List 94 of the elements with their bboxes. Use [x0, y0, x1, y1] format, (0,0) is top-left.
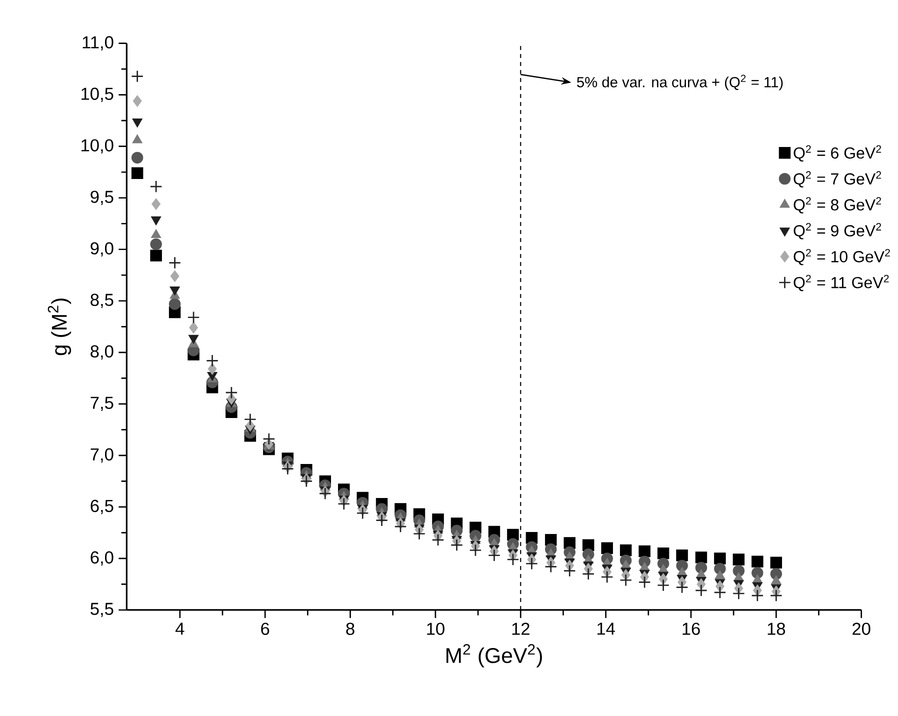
point — [770, 556, 782, 568]
point — [281, 462, 294, 476]
x-tick-label: 16 — [682, 622, 700, 635]
y-tick-label: 7,0 — [90, 448, 114, 463]
point — [714, 552, 726, 564]
legend-label: Q$^{2}$ = 11 GeV$^{2}$ — [794, 274, 889, 292]
point — [714, 570, 726, 580]
point — [694, 584, 708, 597]
legend-label: Q$^{2}$ = 10 GeV$^{2}$ — [794, 248, 890, 266]
point — [356, 506, 369, 520]
point — [132, 95, 142, 107]
point — [150, 250, 162, 262]
point — [488, 549, 500, 562]
point — [770, 589, 782, 602]
y-tick-label: 6,5 — [90, 500, 114, 514]
point — [771, 575, 782, 584]
point — [412, 527, 426, 540]
point — [732, 554, 745, 566]
point — [187, 311, 200, 324]
annotation: 5% de var. na curva + (Q$^{2}$ = 11) — [576, 74, 783, 90]
point — [168, 256, 182, 270]
point — [544, 560, 558, 573]
point — [676, 550, 688, 562]
point — [751, 589, 764, 602]
point — [170, 286, 180, 296]
point — [338, 498, 350, 510]
point — [206, 354, 219, 367]
legend-label: Q$^{2}$ = 8 GeV$^{2}$ — [794, 197, 882, 214]
y-tick-label: 9,0 — [90, 242, 114, 257]
y-tick-label: 7,5 — [90, 396, 114, 411]
point — [620, 574, 632, 586]
point — [525, 557, 538, 570]
point — [376, 514, 388, 527]
point — [150, 180, 162, 193]
point — [657, 578, 670, 592]
point — [131, 152, 144, 164]
point — [432, 534, 444, 546]
point — [131, 167, 144, 180]
x-tick-label: 18 — [768, 622, 786, 635]
point — [506, 553, 520, 566]
y-tick-label: 6,0 — [90, 551, 114, 566]
point — [695, 552, 708, 564]
y-axis-title: g (M$^{2}$) — [48, 298, 72, 356]
point — [132, 134, 142, 144]
point — [714, 586, 726, 599]
point — [601, 542, 613, 554]
point — [638, 545, 650, 558]
x-tick-label: 8 — [346, 622, 354, 635]
y-tick-label: 9,5 — [90, 190, 114, 206]
legend-label: Q$^{2}$ = 6 GeV$^{2}$ — [794, 145, 882, 162]
point — [189, 322, 198, 334]
point — [620, 544, 632, 556]
point — [226, 392, 236, 405]
point — [638, 576, 651, 588]
point — [208, 363, 217, 375]
point — [150, 238, 162, 250]
point — [752, 556, 764, 568]
point — [168, 298, 181, 310]
point — [394, 520, 407, 533]
x-tick-label: 10 — [427, 622, 444, 635]
x-tick-label: 12 — [512, 622, 530, 635]
x-tick-label: 20 — [852, 622, 870, 635]
x-axis-title: M$^{2}$ (GeV$^{2}$) — [446, 644, 542, 668]
point — [225, 386, 238, 399]
point — [150, 216, 162, 226]
y-tick-label: 10,0 — [82, 139, 114, 154]
point — [600, 570, 614, 584]
point — [715, 580, 724, 592]
point — [132, 118, 142, 128]
point — [188, 334, 199, 344]
point — [582, 568, 595, 580]
point — [732, 587, 745, 600]
x-tick-label: 14 — [597, 622, 615, 635]
legend-label: Q$^{2}$ = 9 GeV$^{2}$ — [794, 223, 882, 240]
point — [131, 70, 144, 83]
point — [152, 198, 161, 210]
point — [657, 547, 670, 560]
legend-label: Q$^{2}$ = 7 GeV$^{2}$ — [794, 171, 882, 188]
point — [469, 544, 482, 556]
point — [244, 413, 256, 426]
point — [563, 564, 576, 578]
x-tick-label: 4 — [175, 622, 184, 635]
y-tick-label: 8,5 — [90, 294, 114, 308]
point — [582, 539, 594, 551]
y-tick-label: 5,5 — [90, 602, 114, 618]
point — [450, 538, 464, 552]
y-tick-label: 8,0 — [90, 345, 114, 360]
point — [170, 270, 180, 282]
point — [676, 581, 688, 594]
point — [150, 229, 162, 238]
y-tick-label: 10,5 — [82, 88, 114, 102]
x-tick-label: 6 — [261, 622, 270, 635]
point — [262, 432, 276, 446]
y-tick-label: 11,0 — [82, 36, 114, 50]
